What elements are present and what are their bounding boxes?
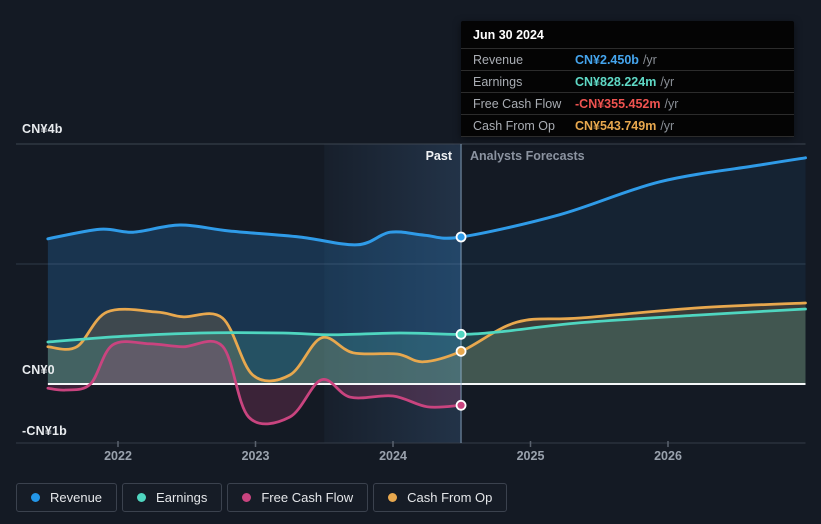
tooltip-row-cash-from-op: Cash From Op CN¥543.749m/yr	[461, 114, 794, 137]
legend-item-free-cash-flow[interactable]: Free Cash Flow	[227, 483, 369, 512]
legend-color-dot	[388, 493, 398, 502]
data-tooltip: Jun 30 2024 Revenue CN¥2.450b/yr Earnings C…	[461, 21, 794, 137]
x-axis-label-2023: 2023	[241, 449, 270, 463]
legend-color-dot	[242, 493, 252, 502]
chart-legend: Revenue Earnings Free Cash Flow Cash From O…	[16, 483, 508, 512]
earnings-line	[46, 307, 807, 344]
tooltip-value: CN¥543.749m	[575, 118, 657, 133]
revenue-marker-dot	[455, 231, 467, 243]
cash-from-op-area	[47, 303, 806, 384]
tooltip-date: Jun 30 2024	[473, 28, 544, 42]
tooltip-unit: /yr	[642, 52, 657, 67]
legend-label: Free Cash Flow	[261, 490, 354, 505]
tooltip-row-earnings: Earnings CN¥828.224m/yr	[461, 70, 794, 92]
past-year-highlight-band	[324, 144, 462, 443]
tooltip-row-revenue: Revenue CN¥2.450b/yr	[461, 48, 794, 70]
tooltip-value: CN¥828.224m	[575, 74, 657, 89]
tooltip-label: Free Cash Flow	[473, 96, 562, 111]
legend-label: Cash From Op	[407, 490, 493, 505]
tooltip-unit: /yr	[660, 118, 675, 133]
earnings-marker-dot	[455, 328, 467, 340]
tooltip-value: -CN¥355.452m	[575, 96, 661, 111]
free-cash-flow-line	[46, 339, 463, 426]
x-axis-label-2025: 2025	[516, 449, 545, 463]
legend-item-revenue[interactable]: Revenue	[16, 483, 118, 512]
x-axis-label-2022: 2022	[104, 449, 132, 463]
legend-color-dot	[137, 493, 147, 502]
cash-from-op-line	[46, 301, 807, 383]
legend-label: Revenue	[50, 490, 103, 505]
tooltip-row-free-cash-flow: Free Cash Flow -CN¥355.452m/yr	[461, 92, 794, 114]
tooltip-value: CN¥2.450b	[575, 52, 639, 67]
y-axis-label-neg1b: -CN¥1b	[22, 424, 67, 438]
tooltip-unit: /yr	[660, 74, 675, 89]
analysts-forecasts-zone-label: Analysts Forecasts	[470, 149, 585, 163]
revenue-line	[46, 156, 807, 247]
cash-from-op-marker-dot	[455, 345, 467, 357]
legend-color-dot	[31, 493, 40, 502]
tooltip-label: Earnings	[473, 74, 523, 89]
legend-item-earnings[interactable]: Earnings	[122, 483, 223, 512]
x-axis-label-2026: 2026	[654, 449, 682, 463]
earnings-area	[47, 309, 806, 384]
past-zone-label: Past	[425, 149, 452, 163]
tooltip-label: Revenue	[473, 52, 524, 67]
free-cash-flow-area	[47, 341, 462, 424]
tooltip-label: Cash From Op	[473, 118, 555, 133]
x-axis-label-2024: 2024	[379, 449, 407, 463]
free-cash-flow-marker-dot	[455, 399, 467, 411]
y-axis-label-0: CN¥0	[22, 363, 55, 377]
legend-label: Earnings	[156, 490, 208, 505]
tooltip-unit: /yr	[664, 96, 679, 111]
legend-item-cash-from-op[interactable]: Cash From Op	[373, 483, 508, 512]
y-axis-label-4b: CN¥4b	[22, 122, 63, 136]
